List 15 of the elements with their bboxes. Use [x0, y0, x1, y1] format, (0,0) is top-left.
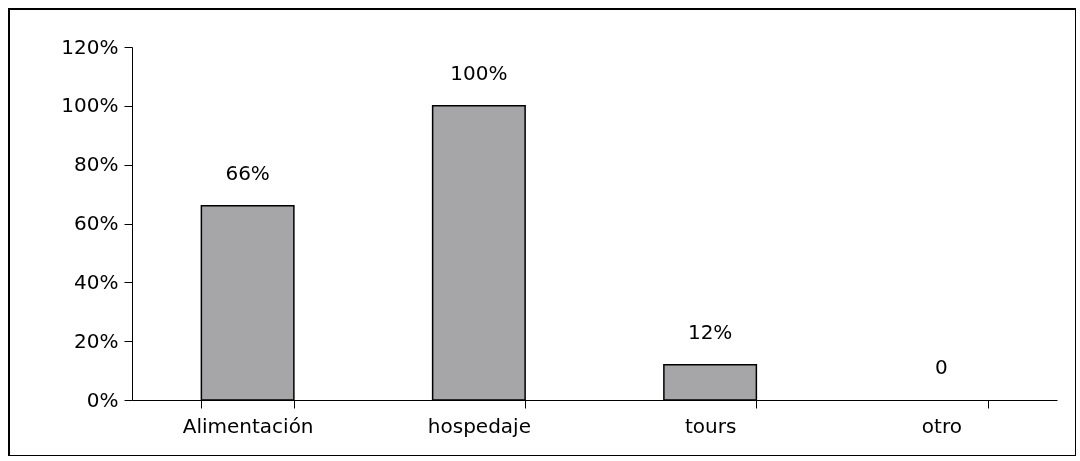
x-tick-label: otro [921, 413, 962, 438]
y-tick-label: 120% [61, 34, 119, 59]
data-label: 12% [687, 319, 733, 344]
y-tick-label: 100% [61, 93, 119, 118]
x-tick-label: hospedaje [427, 413, 531, 438]
y-tick-label: 80% [74, 152, 119, 177]
y-tick-label: 0% [86, 387, 119, 412]
data-label: 100% [450, 60, 508, 85]
y-tick-label: 60% [74, 211, 119, 235]
y-tick-label: 40% [74, 269, 119, 294]
x-tick-label: tours [684, 413, 737, 438]
data-label: 0 [935, 355, 948, 379]
y-tick-label: 20% [74, 328, 119, 353]
x-tick-label: Alimentación [182, 413, 314, 438]
data-label: 66% [225, 160, 270, 185]
